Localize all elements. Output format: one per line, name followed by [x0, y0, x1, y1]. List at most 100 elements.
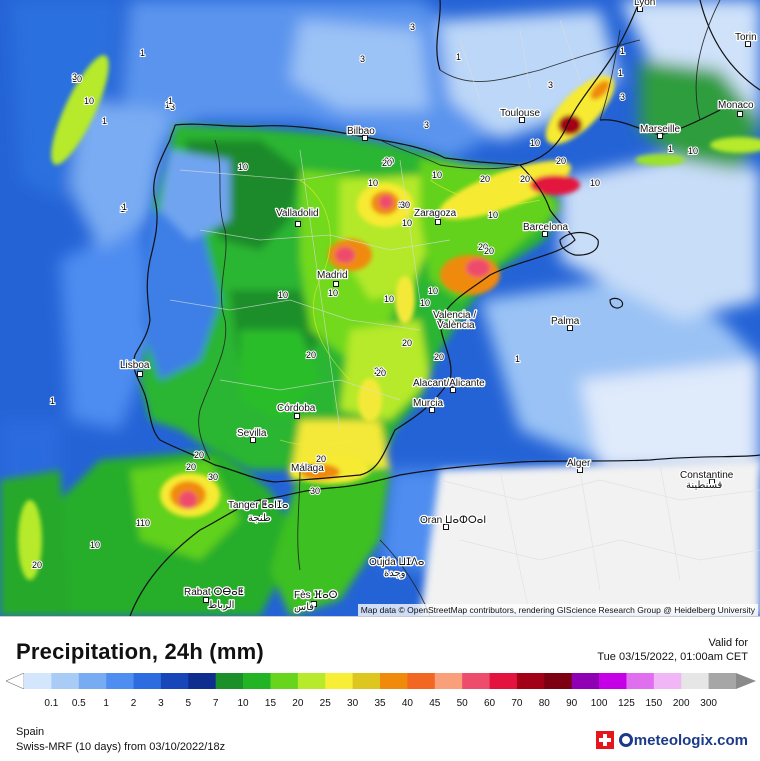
scale-swatch: [434, 673, 463, 689]
map-attribution[interactable]: Map data © OpenStreetMap contributors, r…: [357, 604, 758, 616]
city-labels: LyonLyonTorinTorinMonacoMonacoToulouseTo…: [119, 0, 758, 614]
contour-label-halo: 20: [374, 366, 384, 376]
city-label[interactable]: Tanger ⵟⴰⵏⵊⴰ: [228, 500, 288, 511]
contour-label: 10: [402, 218, 412, 228]
scale-tick-label: 30: [347, 698, 359, 709]
city-label-halo: Tanger ⵟⴰⵏⵊⴰ: [228, 500, 288, 511]
scale-tick-label: 300: [700, 698, 717, 709]
city-label[interactable]: Bilbao: [347, 126, 375, 137]
contour-label-halo: 20: [480, 174, 490, 184]
city-label[interactable]: Fès ⴼⴰⵙ: [294, 590, 338, 601]
city-label-halo: Toulouse: [500, 108, 540, 119]
city-marker: [435, 219, 441, 225]
contour-label: 3: [620, 92, 625, 102]
contour-label: 20: [316, 454, 326, 464]
city-label[interactable]: Monaco: [718, 100, 754, 111]
city-label[interactable]: Constantine: [680, 470, 734, 481]
contour-label: 1: [50, 396, 55, 406]
city-label[interactable]: قسنطينة: [686, 480, 723, 491]
contour-label: 30: [400, 200, 410, 210]
contour-label-halo: 10: [140, 518, 150, 528]
contour-label: 3: [360, 54, 365, 64]
contour-label-halo: 10: [530, 138, 540, 148]
scale-tick-label: 200: [672, 698, 690, 709]
scale-tick-label: 50: [456, 698, 468, 709]
contour-label: 20: [194, 450, 204, 460]
city-label[interactable]: Oujda ⵡⵊⴷⴰ: [369, 557, 424, 568]
city-label[interactable]: Toulouse: [500, 108, 540, 119]
contour-label: 20: [374, 366, 384, 376]
contour-label-halo: 3: [620, 92, 625, 102]
scale-tick-label: 20: [292, 698, 304, 709]
city-label[interactable]: فاس: [294, 602, 314, 613]
city-label-halo: Bilbao: [347, 126, 375, 137]
city-label[interactable]: Córdoba: [277, 403, 316, 414]
city-label-halo: Lisboa: [120, 360, 150, 371]
scale-tick-label: 0.5: [71, 698, 86, 709]
scale-tick-label: 90: [566, 698, 578, 709]
contour-label: 10: [688, 146, 698, 156]
contour-label-halo: 1: [168, 96, 173, 106]
precip-africa-field: [0, 450, 760, 616]
city-label[interactable]: طنجة: [248, 513, 271, 524]
city-marker: [362, 135, 368, 141]
city-label[interactable]: Málaga: [291, 463, 324, 474]
city-label[interactable]: Madrid: [317, 270, 348, 281]
city-label[interactable]: València: [437, 320, 475, 331]
contour-label-halo: 20: [32, 560, 42, 570]
contour-label-halo: 10: [238, 162, 248, 172]
city-label-halo: Zaragoza: [414, 208, 457, 219]
city-label-halo: طنجة: [248, 513, 271, 524]
logo-text: meteologix.com: [633, 731, 748, 749]
contour-label-halo: 10: [420, 298, 430, 308]
city-label[interactable]: Alger: [567, 458, 591, 469]
meteologix-logo[interactable]: meteologix.com: [595, 731, 748, 749]
city-label[interactable]: Lisboa: [120, 360, 150, 371]
city-label[interactable]: Valladolid: [276, 208, 319, 219]
city-label[interactable]: Alacant/Alicante: [413, 378, 485, 389]
scale-swatch: [708, 673, 737, 689]
city-label[interactable]: الرباط: [208, 600, 234, 611]
city-label[interactable]: Valencia /: [433, 310, 476, 321]
city-marker: [295, 221, 301, 227]
city-label[interactable]: Murcia: [413, 398, 443, 409]
contour-label: 10: [384, 294, 394, 304]
contour-label: 20: [520, 174, 530, 184]
city-label[interactable]: Marseille: [640, 124, 680, 135]
contour-label-halo: 10: [136, 518, 146, 528]
city-label[interactable]: Torin: [735, 32, 757, 43]
city-label[interactable]: Zaragoza: [414, 208, 457, 219]
contour-label: 20: [402, 338, 412, 348]
city-label-halo: Oran ⵡⴰⵀⵔⴰⵏ: [420, 515, 486, 526]
contour-label: 10: [140, 518, 150, 528]
city-marker: [333, 281, 339, 287]
contour-label-halo: 30: [208, 472, 218, 482]
scale-swatch: [352, 673, 381, 689]
city-label[interactable]: Oran ⵡⴰⵀⵔⴰⵏ: [420, 515, 486, 526]
contour-label-halo: 10: [90, 540, 100, 550]
city-label[interactable]: Lyon: [634, 0, 655, 8]
city-label[interactable]: Rabat ⵔⴱⴰⵟ: [184, 587, 244, 598]
city-label-halo: Torin: [735, 32, 757, 43]
city-label[interactable]: Palma: [551, 316, 580, 327]
contour-label-halo: 20: [402, 338, 412, 348]
precipitation-map[interactable]: Lyon Lyon Torin Torin Monaco Monaco Toulouse To…: [0, 0, 760, 616]
scale-tick-label: 35: [374, 698, 386, 709]
city-label[interactable]: Sevilla: [237, 428, 267, 439]
contour-label-halo: 10: [328, 288, 338, 298]
city-label-halo: Córdoba: [277, 403, 316, 414]
scale-tick-label: 80: [538, 698, 550, 709]
city-marker: [429, 407, 435, 413]
contour-label-halo: 1: [515, 354, 520, 364]
city-label[interactable]: Barcelona: [523, 222, 568, 233]
scale-tick-label: 60: [483, 698, 496, 709]
contour-label-halo: 3: [360, 54, 365, 64]
contour-label: 20: [484, 246, 494, 256]
contour-label: 30: [208, 472, 218, 482]
contour-label: 1: [168, 96, 173, 106]
city-marker: [657, 133, 663, 139]
city-label[interactable]: وجدة: [384, 568, 406, 579]
contour-label-halo: 20: [382, 158, 392, 168]
contour-label: 10: [368, 178, 378, 188]
valid-for-label: Valid for: [708, 637, 748, 649]
